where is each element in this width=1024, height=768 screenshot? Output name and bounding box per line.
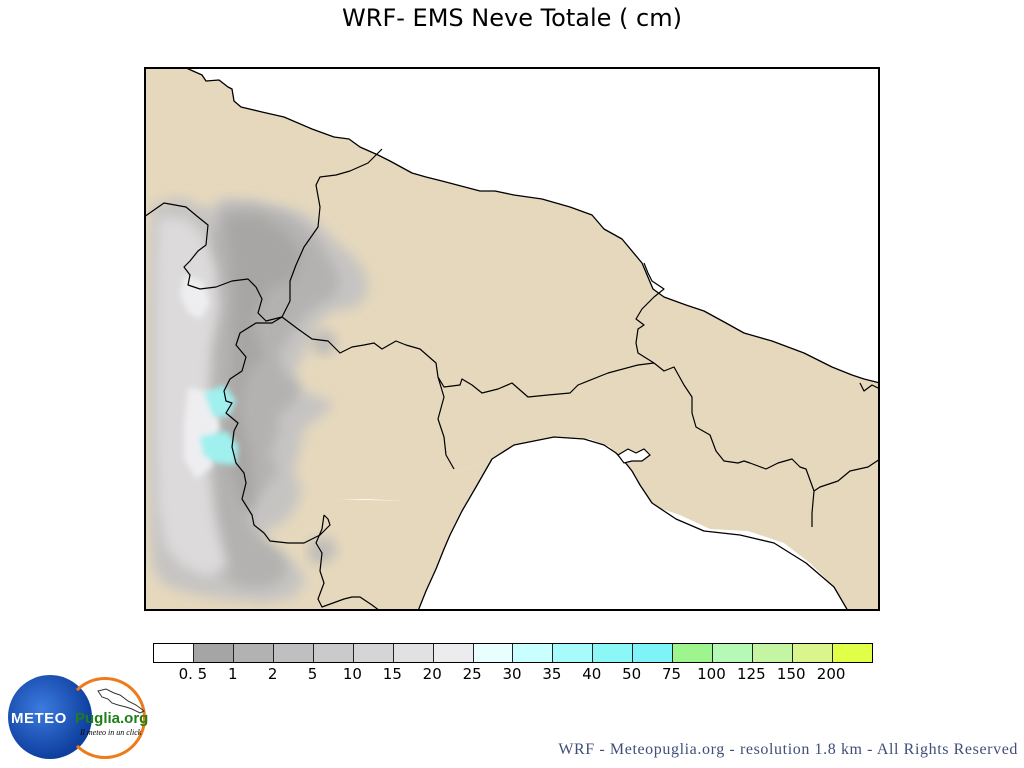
legend-label: 50 — [622, 665, 642, 683]
legend-label: 100 — [697, 665, 726, 683]
snow-map — [144, 67, 880, 611]
province-borders — [144, 148, 880, 611]
gulf-coastline — [417, 436, 849, 611]
legend-label: 20 — [422, 665, 442, 683]
mar-piccolo — [617, 448, 651, 464]
legend-label: 15 — [382, 665, 402, 683]
legend-swatch — [273, 644, 314, 662]
legend-swatch — [233, 644, 274, 662]
color-legend: 0. 5 1 2 5 10 15 20 25 30 35 40 50 75 100 125 150 200 — [153, 643, 873, 683]
map-title: WRF- EMS Neve Totale ( cm) — [342, 4, 682, 32]
logo-orange-swoosh — [64, 677, 146, 759]
legend-label: 5 — [307, 665, 318, 683]
legend-label: 30 — [502, 665, 522, 683]
legend-swatch — [633, 644, 674, 662]
legend-label: 200 — [816, 665, 846, 683]
legend-label: 35 — [542, 665, 562, 683]
legend-swatch — [753, 644, 793, 662]
legend-swatch — [353, 644, 394, 662]
legend-swatch — [832, 644, 872, 662]
legend-swatch — [713, 644, 754, 662]
legend-label: 125 — [737, 665, 766, 683]
gulf-water — [418, 437, 848, 611]
puglia-outline-icon — [97, 688, 145, 714]
meteopuglia-logo: METEO Puglia.org Il meteo in un click — [8, 675, 148, 763]
legend-swatch — [673, 644, 714, 662]
legend-swatch — [553, 644, 594, 662]
land-area — [144, 67, 880, 611]
legend-label: 1 — [227, 665, 238, 683]
legend-label: 2 — [267, 665, 278, 683]
legend-swatch — [313, 644, 354, 662]
footer-credit: WRF - Meteopuglia.org - resolution 1.8 k… — [558, 741, 1018, 758]
legend-swatch — [154, 644, 194, 662]
legend-label: 40 — [582, 665, 602, 683]
legend-label: 25 — [462, 665, 482, 683]
legend-swatch — [593, 644, 634, 662]
coastline — [183, 67, 880, 384]
legend-label: 75 — [662, 665, 682, 683]
snow-field — [148, 197, 368, 603]
logo-brand-puglia: Puglia.org — [75, 710, 149, 727]
logo-tagline: Il meteo in un click — [80, 728, 142, 737]
legend-swatch — [193, 644, 234, 662]
legend-label: 0. 5 — [178, 665, 208, 683]
legend-swatch — [473, 644, 514, 662]
legend-swatch — [433, 644, 474, 662]
legend-swatch — [513, 644, 554, 662]
legend-swatch — [393, 644, 434, 662]
legend-label: 150 — [776, 665, 806, 683]
legend-color-bar — [153, 643, 873, 663]
legend-label: 10 — [342, 665, 362, 683]
legend-labels: 0. 5 1 2 5 10 15 20 25 30 35 40 50 75 100 125 150 200 — [153, 665, 873, 685]
map-frame — [144, 67, 880, 611]
legend-swatch — [793, 644, 833, 662]
logo-brand-meteo: METEO — [11, 710, 67, 727]
